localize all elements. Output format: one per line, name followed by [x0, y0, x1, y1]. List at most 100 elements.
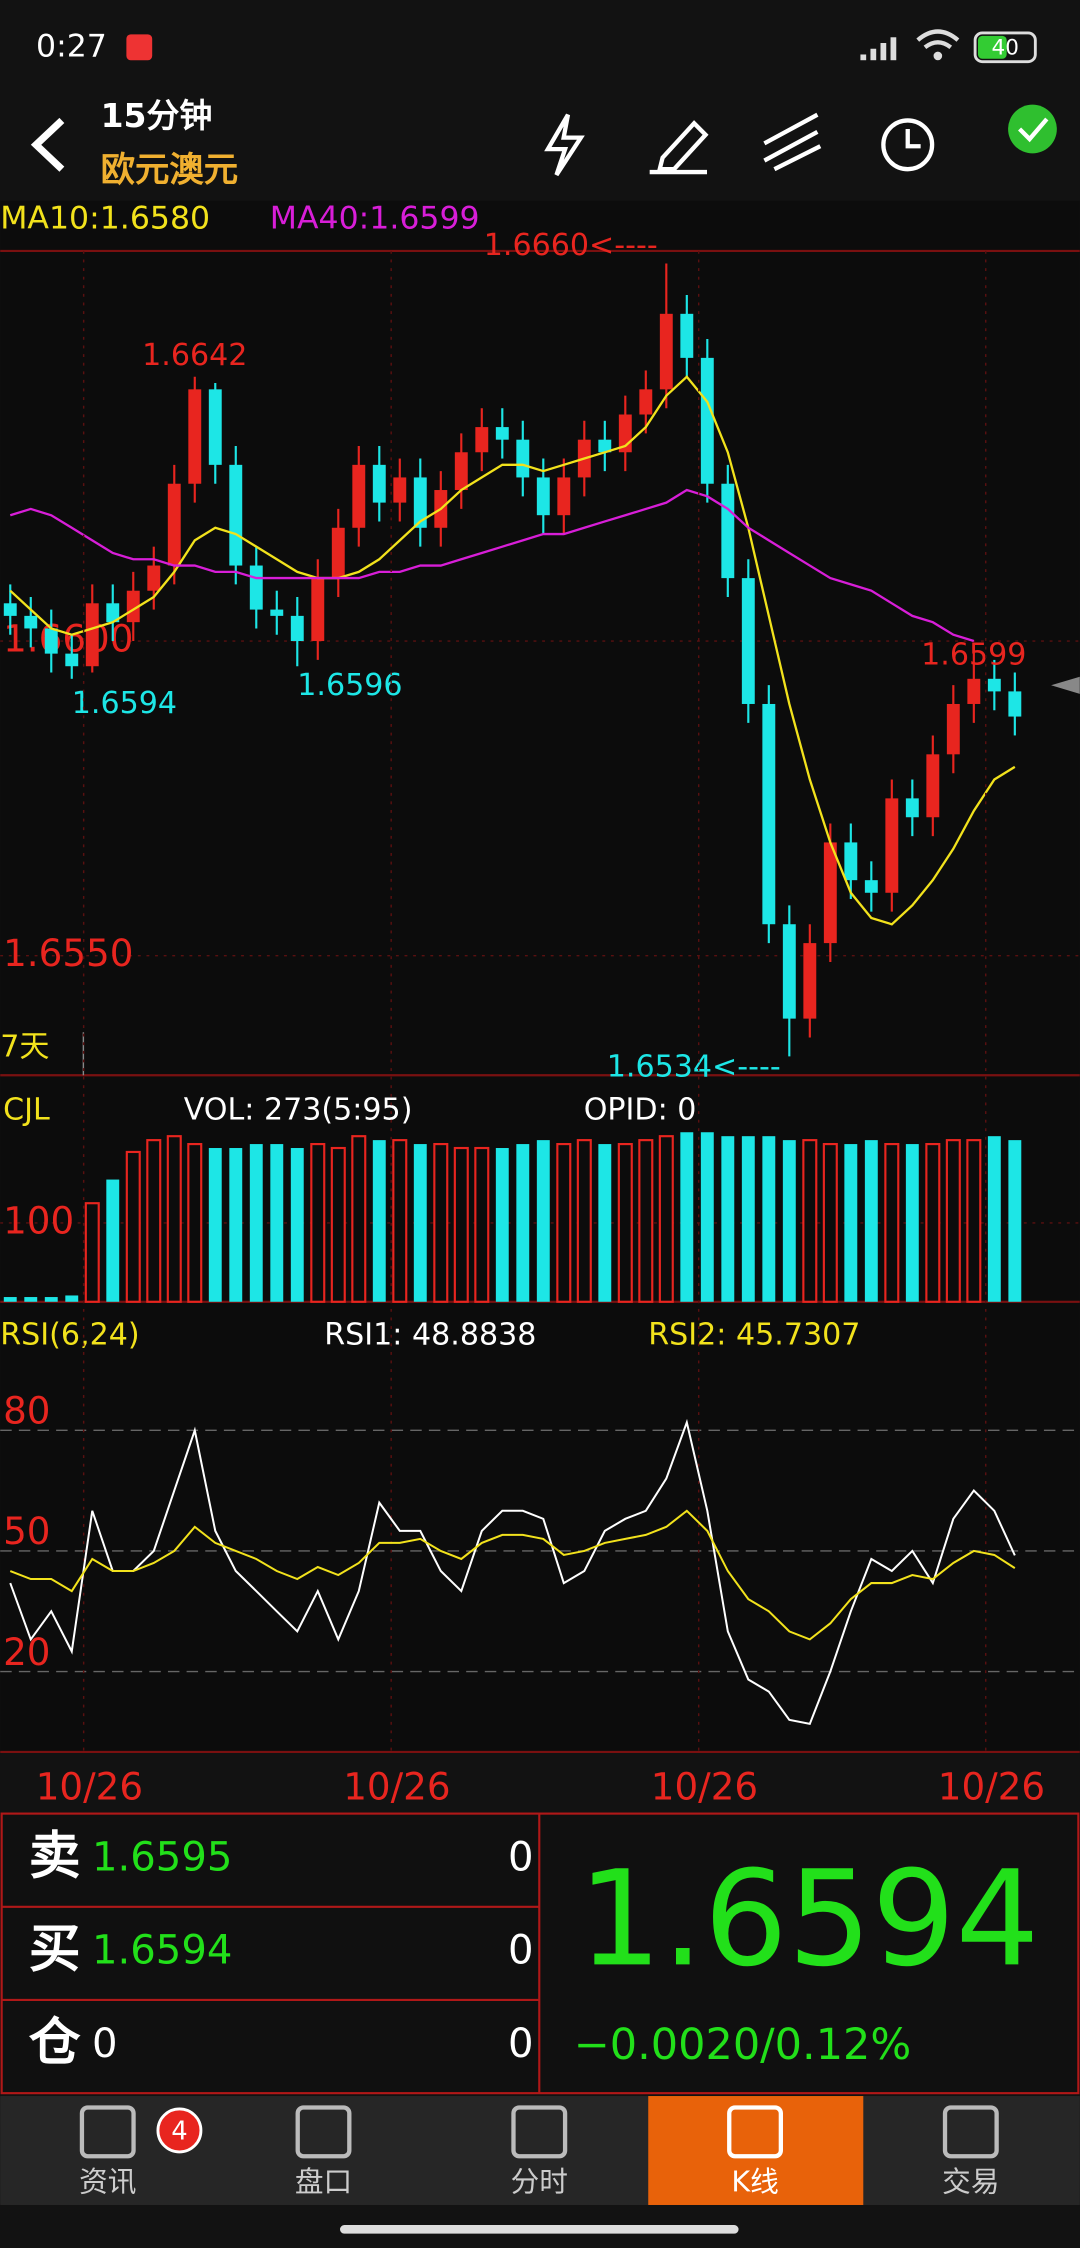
volume-bar [741, 1136, 755, 1302]
volume-bar [1008, 1140, 1022, 1302]
panel-label: OPID: 0 [584, 1093, 697, 1128]
volume-bar [987, 1136, 1001, 1302]
candle-body [885, 798, 899, 893]
candle-body [741, 578, 755, 704]
tab-icon[interactable] [79, 2105, 136, 2159]
tab-label[interactable]: 资讯 [79, 2164, 136, 2198]
candle-body [352, 464, 366, 528]
back-button[interactable] [30, 117, 65, 172]
volume-bar [925, 1142, 941, 1303]
signal-icon [860, 37, 897, 61]
volume-bar [249, 1144, 263, 1302]
draw-button[interactable] [649, 120, 709, 175]
volume-bar [208, 1148, 222, 1302]
wifi-dot [933, 51, 943, 61]
volume-bar [413, 1144, 427, 1302]
volume-bar [536, 1140, 550, 1302]
candle-body [208, 389, 222, 465]
volume-bar [330, 1146, 346, 1303]
battery-level [977, 35, 1007, 59]
history-hands [905, 129, 921, 149]
price-change: −0.0020/0.12% [574, 2020, 912, 2070]
volume-bar [84, 1202, 100, 1303]
tab-label[interactable]: 盘口 [295, 2164, 352, 2198]
volume-bar [3, 1297, 17, 1302]
candle-body [475, 427, 489, 453]
y-tick-label: 50 [3, 1509, 50, 1553]
volume-bar [310, 1142, 326, 1303]
candle-body [803, 943, 817, 1019]
candle-body [188, 389, 202, 484]
volume-bar [721, 1136, 735, 1302]
history-button[interactable] [881, 118, 935, 172]
quote-price: 1.6594 [92, 1928, 232, 1974]
quote-price: 0 [92, 2021, 118, 2067]
quote-grid [0, 1812, 1080, 2095]
battery-text: 40 [992, 36, 1019, 61]
panel-title: RSI(6,24) [0, 1318, 139, 1353]
candle-body [65, 653, 79, 667]
settings-button[interactable] [1008, 104, 1057, 154]
candle-body [967, 678, 981, 704]
volume-bar [106, 1179, 120, 1302]
volume-bar [576, 1139, 592, 1303]
volume-bar [290, 1148, 304, 1302]
price-annotation: 1.6599 [921, 637, 1026, 672]
volume-bar [945, 1139, 961, 1303]
tab-label[interactable]: 交易 [942, 2164, 999, 2198]
volume-bar [617, 1142, 633, 1303]
volume-bar [658, 1135, 674, 1303]
tab-icon[interactable] [727, 2105, 784, 2159]
volume-bar [474, 1146, 490, 1303]
period-title: 15分钟 [101, 96, 213, 135]
candle-body [167, 483, 181, 566]
candle-body [106, 603, 120, 623]
quote-side: 仓 [29, 2013, 81, 2073]
badge [156, 2107, 203, 2154]
status-time: 0:27 [36, 28, 107, 64]
rsi-line [9, 1509, 1016, 1641]
candle-body [311, 578, 325, 642]
tab-label[interactable]: K线 [731, 2164, 778, 2198]
candle-body [680, 313, 694, 358]
volume-bar [680, 1132, 694, 1302]
volume-bar [822, 1142, 838, 1303]
volume-bar [351, 1135, 367, 1303]
price-annotation: 1.6660<---- [484, 228, 658, 263]
tab-icon[interactable] [511, 2105, 568, 2159]
flash-button[interactable] [544, 113, 585, 177]
candle-body [823, 842, 837, 944]
x-tick-label: 10/26 [343, 1765, 450, 1809]
candle-body [557, 477, 571, 516]
candle-body [700, 357, 714, 484]
tab-label[interactable]: 分时 [511, 2164, 568, 2198]
quote-rows: 卖 1.6595 0买 1.6594 0仓 0 0 [29, 1826, 534, 2072]
candle-body [249, 565, 263, 610]
wifi-icon [916, 29, 960, 50]
y-tick-label: 1.6550 [3, 931, 133, 975]
volume-bar [392, 1139, 408, 1303]
tab-icon[interactable] [295, 2105, 352, 2159]
candle-body [639, 389, 653, 415]
volume-bar [782, 1140, 796, 1302]
battery-icon [973, 31, 1037, 64]
indicator-button[interactable] [763, 112, 822, 172]
notification-icon [126, 34, 153, 61]
volume-bar [166, 1135, 182, 1303]
volume-bar [700, 1132, 714, 1302]
candle-body [290, 615, 304, 642]
volume-bar [125, 1150, 141, 1303]
price-annotation: 1.6596 [297, 668, 402, 703]
candle-body [126, 590, 140, 623]
rsi-line [9, 1418, 1016, 1725]
legend-entry: RSI1: 48.8838 [324, 1318, 536, 1353]
tab-icon[interactable] [942, 2105, 999, 2159]
home-indicator [340, 2225, 739, 2234]
volume-bar [65, 1295, 79, 1302]
volume-bar [270, 1144, 284, 1302]
volume-bar [24, 1297, 38, 1302]
candle-body [536, 477, 550, 516]
volume-bar [229, 1148, 243, 1302]
volume-bar [372, 1140, 386, 1302]
ma-line [9, 488, 975, 643]
